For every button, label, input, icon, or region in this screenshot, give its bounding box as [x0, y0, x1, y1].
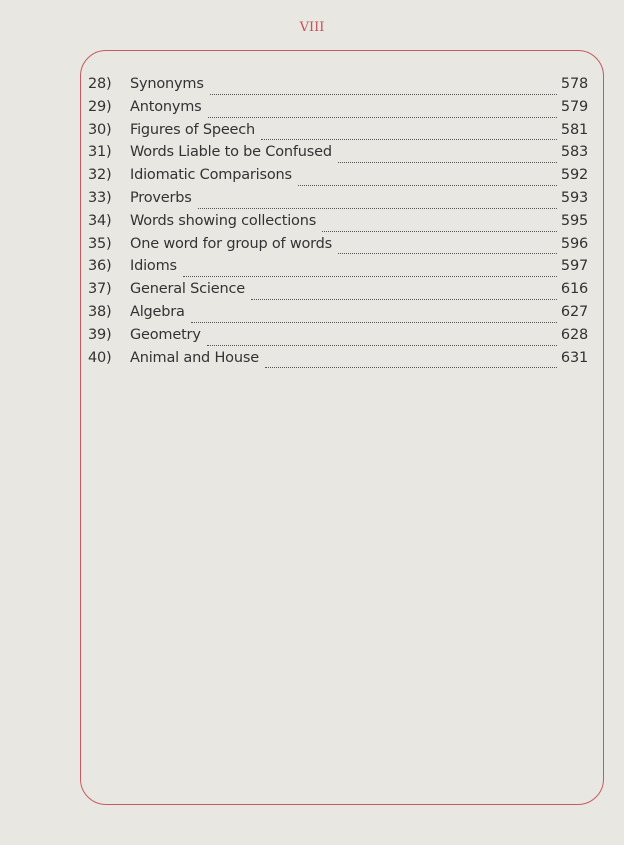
- toc-entry[interactable]: 36) Idioms 597: [88, 258, 588, 281]
- entry-title: One word for group of words: [130, 235, 333, 252]
- entry-title: Animal and House: [130, 349, 259, 366]
- leader-dots: [337, 162, 557, 164]
- toc-entry[interactable]: 39) Geometry 628: [88, 327, 588, 350]
- entry-page: 627: [560, 303, 588, 320]
- toc-entry[interactable]: 40) Animal and House 631: [88, 350, 588, 373]
- leader-dots: [297, 184, 557, 186]
- entry-page: 583: [560, 144, 588, 161]
- leader-dots: [250, 298, 557, 300]
- leader-dots: [207, 116, 557, 118]
- leader-dots: [209, 93, 557, 95]
- toc-entry[interactable]: 29) Antonyms 579: [88, 99, 588, 122]
- leader-dots: [190, 321, 557, 323]
- entry-page: 581: [560, 121, 588, 138]
- entry-title: Algebra: [130, 303, 185, 320]
- entry-number: 40): [88, 349, 112, 366]
- entry-page: 596: [560, 235, 588, 252]
- toc-entry[interactable]: 35) One word for group of words 596: [88, 236, 588, 259]
- entry-title: Idioms: [130, 258, 177, 275]
- entry-title: Antonyms: [130, 98, 202, 115]
- entry-number: 31): [88, 144, 112, 161]
- entry-title: Words Liable to be Confused: [130, 144, 332, 161]
- content-frame: [80, 50, 604, 805]
- entry-number: 39): [88, 326, 112, 343]
- entry-page: 628: [560, 326, 588, 343]
- entry-title: Proverbs: [130, 189, 192, 206]
- entry-title: Synonyms: [130, 76, 204, 92]
- entry-number: 35): [88, 235, 112, 252]
- entry-number: 32): [88, 167, 112, 184]
- entry-title: Words showing collections: [130, 212, 317, 229]
- toc-entry[interactable]: 32) Idiomatic Comparisons 592: [88, 167, 588, 190]
- entry-number: 30): [88, 121, 112, 138]
- entry-title: Figures of Speech: [130, 121, 256, 138]
- entry-page: 595: [560, 212, 588, 229]
- entry-number: 28): [88, 76, 112, 92]
- entry-page: 578: [560, 76, 588, 92]
- toc-entry[interactable]: 37) General Science 616: [88, 281, 588, 304]
- toc-entry[interactable]: 30) Figures of Speech 581: [88, 122, 588, 145]
- leader-dots: [197, 207, 557, 209]
- leader-dots: [182, 276, 557, 278]
- entry-number: 36): [88, 258, 112, 275]
- entry-page: 593: [560, 189, 588, 206]
- toc-entry[interactable]: 34) Words showing collections 595: [88, 213, 588, 236]
- entry-title: Geometry: [130, 326, 201, 343]
- leader-dots: [264, 367, 557, 369]
- entry-page: 631: [560, 349, 588, 366]
- toc-entry[interactable]: 28) Synonyms 578: [88, 76, 588, 99]
- page-number: VIII: [299, 20, 325, 35]
- leader-dots: [322, 230, 557, 232]
- entry-title: Idiomatic Comparisons: [130, 167, 292, 184]
- leader-dots: [261, 139, 557, 141]
- entry-title: General Science: [130, 281, 245, 298]
- entry-number: 34): [88, 212, 112, 229]
- leader-dots: [206, 344, 557, 346]
- entry-page: 579: [560, 98, 588, 115]
- toc-entry[interactable]: 31) Words Liable to be Confused 583: [88, 144, 588, 167]
- entry-number: 38): [88, 303, 112, 320]
- entry-number: 33): [88, 189, 112, 206]
- toc-entry[interactable]: 33) Proverbs 593: [88, 190, 588, 213]
- entry-page: 616: [560, 281, 588, 298]
- toc-entry[interactable]: 38) Algebra 627: [88, 304, 588, 327]
- entry-number: 37): [88, 281, 112, 298]
- table-of-contents: 28) Synonyms 578 29) Antonyms 579 30) Figures o…: [88, 76, 588, 372]
- entry-page: 592: [560, 167, 588, 184]
- leader-dots: [338, 253, 557, 255]
- entry-page: 597: [560, 258, 588, 275]
- entry-number: 29): [88, 98, 112, 115]
